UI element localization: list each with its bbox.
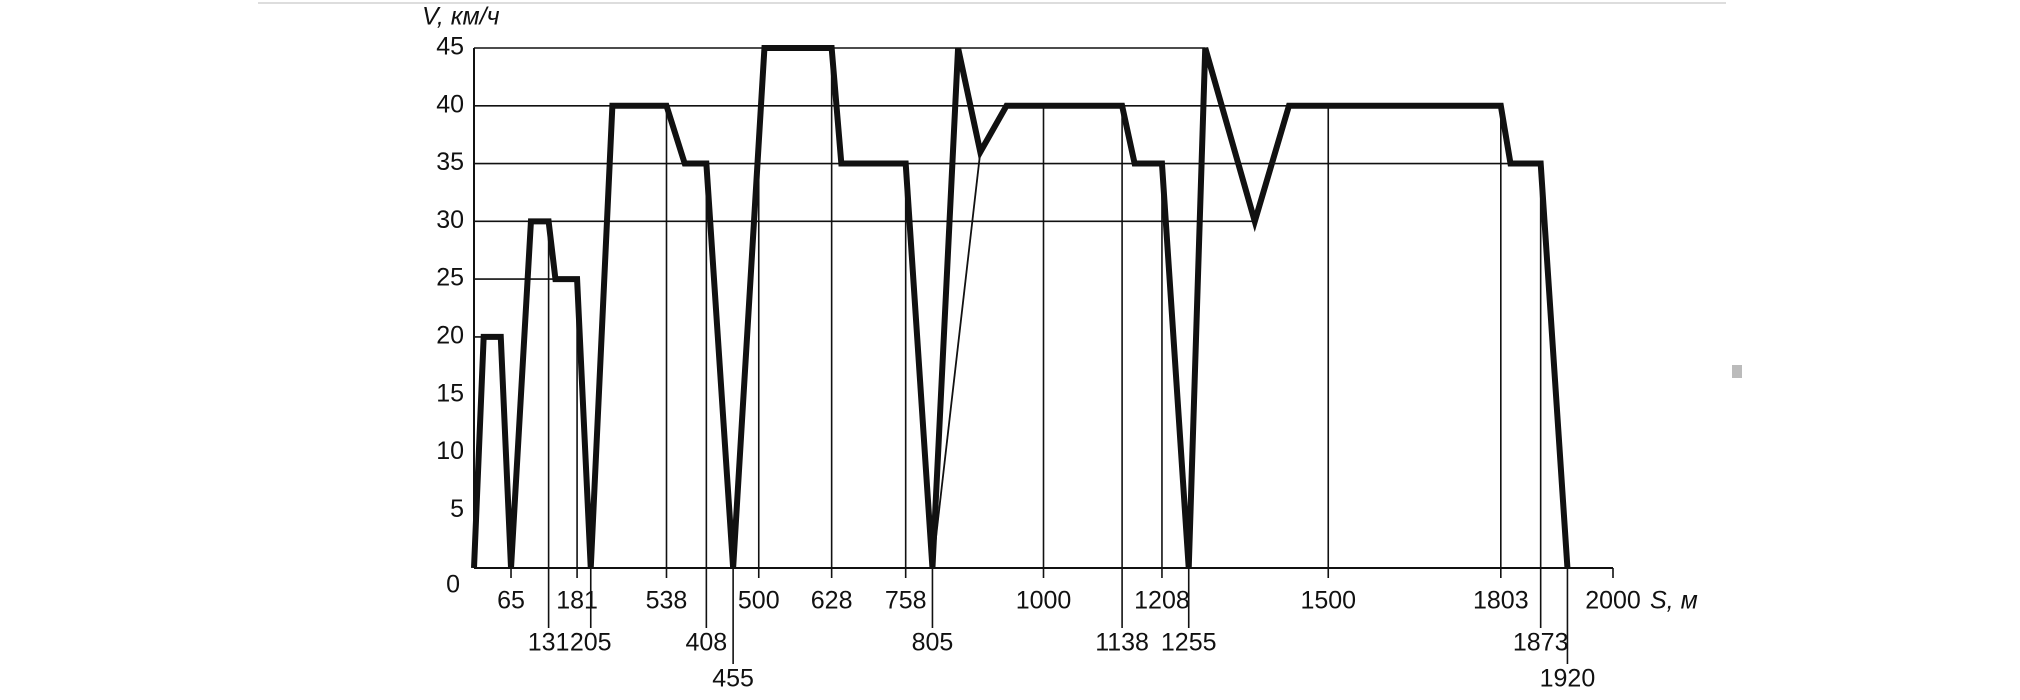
x-tick-label: 408 bbox=[685, 629, 727, 657]
speed-line bbox=[931, 151, 982, 569]
x-tick-label: 758 bbox=[885, 587, 927, 615]
y-tick-label: 40 bbox=[436, 90, 464, 118]
x-tick-label: 205 bbox=[570, 629, 612, 657]
y-tick-label: 30 bbox=[436, 206, 464, 234]
x-tick-label: 1803 bbox=[1473, 587, 1529, 615]
y-tick-label: 45 bbox=[436, 33, 464, 61]
x-tick-label: 1500 bbox=[1300, 587, 1356, 615]
x-tick-label: 65 bbox=[497, 587, 525, 615]
y-axis-label: V, км/ч bbox=[422, 3, 500, 31]
x-tick-label: 181 bbox=[556, 587, 598, 615]
x-tick-label: 538 bbox=[646, 587, 688, 615]
x-tick-label: 1000 bbox=[1016, 587, 1072, 615]
scroll-marker bbox=[1732, 365, 1742, 378]
x-tick-label: 500 bbox=[738, 587, 780, 615]
y-tick-label: 0 bbox=[446, 571, 460, 599]
x-tick-label: 455 bbox=[712, 665, 754, 693]
x-tick-label: 1208 bbox=[1134, 587, 1190, 615]
x-tick-label: 628 bbox=[811, 587, 853, 615]
x-tick-label: 2000 bbox=[1585, 587, 1641, 615]
x-tick-label: 1920 bbox=[1540, 665, 1596, 693]
y-tick-label: 5 bbox=[450, 495, 464, 523]
speed-line bbox=[471, 45, 1571, 569]
x-axis-label: S, м bbox=[1650, 587, 1698, 615]
x-tick-label: 1138 bbox=[1095, 629, 1149, 657]
x-tick-label: 1255 bbox=[1161, 629, 1217, 657]
y-tick-label: 20 bbox=[436, 321, 464, 349]
y-tick-label: 15 bbox=[436, 379, 464, 407]
y-tick-label: 35 bbox=[436, 148, 464, 176]
x-tick-label: 805 bbox=[912, 629, 954, 657]
x-tick-label: 1873 bbox=[1513, 629, 1569, 657]
y-tick-label: 10 bbox=[436, 437, 464, 465]
y-tick-label: 25 bbox=[436, 264, 464, 292]
x-tick-label: 131 bbox=[528, 629, 570, 657]
